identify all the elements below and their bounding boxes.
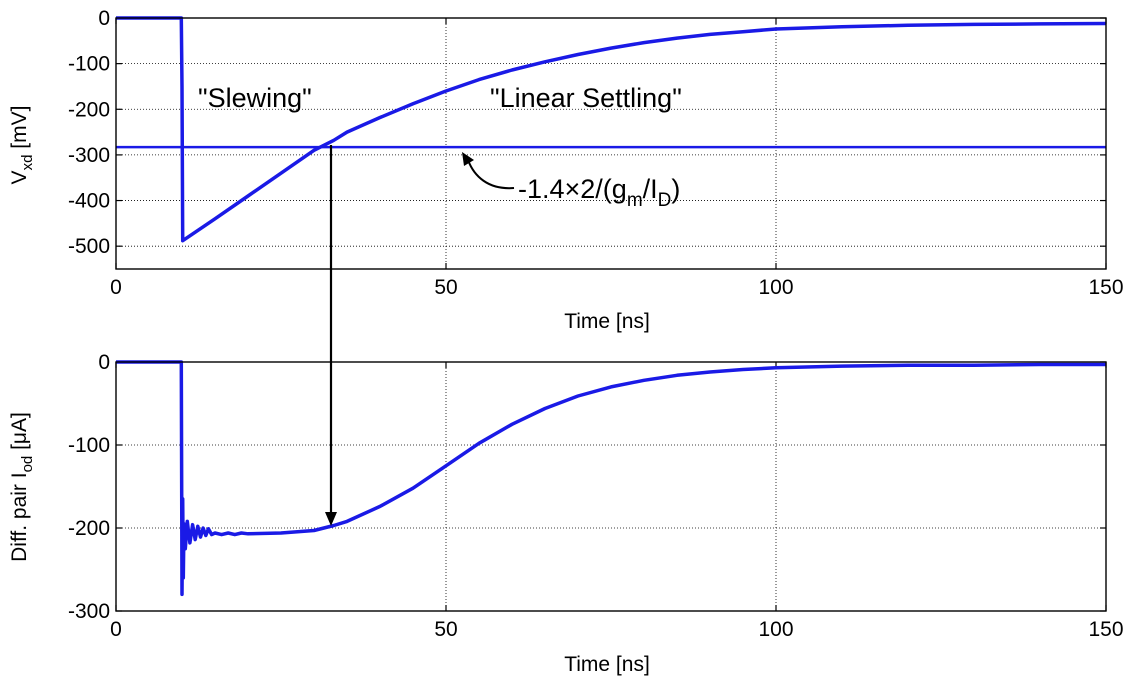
bottom-chart: 0 -100 -200 -300 0 50 100 150 Time [ns] Diff. … [8,351,1124,676]
bot-x-tick-label: 100 [758,618,793,641]
threshold-pointer-curve [467,159,515,190]
top-x-tick-labels: 0 50 100 150 [110,276,1123,299]
linear-settling-annotation: "Linear Settling" [490,83,682,113]
top-x-tick-label: 150 [1088,276,1123,299]
connector-arrowhead [325,512,337,526]
top-x-axis-label: Time [ns] [564,310,650,333]
top-chart: 0 -100 -200 -300 -400 -500 0 50 100 150 Time [ns… [8,7,1124,333]
bottom-grid [115,361,1107,612]
bottom-y-axis-label: Diff. pair Iod [μA] [8,412,36,562]
top-x-tick-label: 100 [758,276,793,299]
threshold-pointer-arrowhead [462,152,474,166]
top-y-tick-label: -300 [68,144,110,167]
top-plot-frame [115,17,1107,270]
top-x-tick-label: 0 [110,276,122,299]
top-y-tick-label: 0 [98,7,110,30]
bottom-plot-frame [115,361,1107,612]
top-y-tick-label: -200 [68,98,110,121]
bot-x-tick-label: 50 [434,618,457,641]
bottom-x-axis-label: Time [ns] [564,653,650,676]
bot-y-tick-label: -300 [68,600,110,623]
top-y-axis-label: Vxd [mV] [8,106,36,185]
top-y-tick-labels: 0 -100 -200 -300 -400 -500 [68,7,110,258]
bot-y-tick-label: 0 [98,351,110,374]
top-y-tick-label: -100 [68,53,110,76]
top-grid [115,17,1107,269]
bottom-x-tick-labels: 0 50 100 150 [110,618,1123,641]
top-series-line [116,16,1107,243]
bottom-series-line [116,360,1106,597]
slewing-annotation: "Slewing" [198,83,312,113]
bot-x-tick-label: 0 [110,618,122,641]
bot-y-tick-label: -100 [68,434,110,457]
threshold-annotation: -1.4×2/(gm/ID) [518,174,680,211]
bot-y-tick-label: -200 [68,517,110,540]
bottom-y-tick-labels: 0 -100 -200 -300 [68,351,110,623]
top-x-tick-label: 50 [434,276,457,299]
top-y-tick-label: -500 [68,235,110,258]
bot-x-tick-label: 150 [1088,618,1123,641]
top-y-tick-label: -400 [68,190,110,213]
